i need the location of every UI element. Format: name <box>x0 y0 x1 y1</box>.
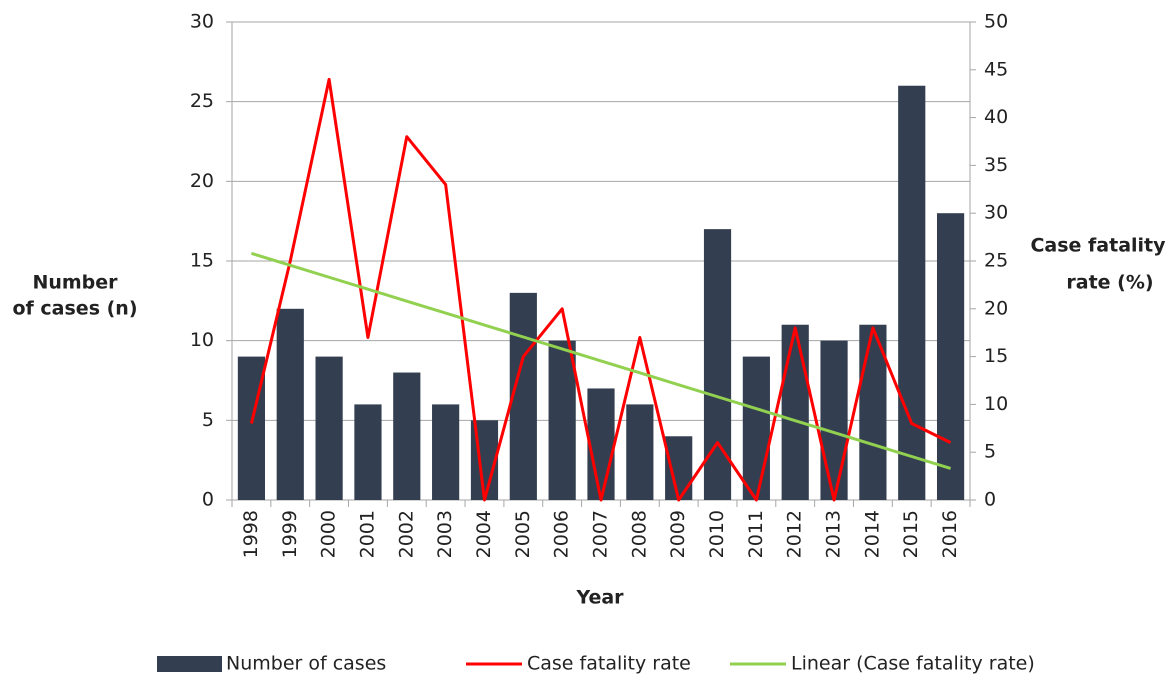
bar <box>432 404 460 500</box>
y2-axis-title: Case fatality <box>1030 235 1166 257</box>
y2-tick-label: 45 <box>984 58 1008 80</box>
bar <box>354 404 382 500</box>
y2-tick-label: 20 <box>984 297 1008 319</box>
x-tick-label: 2002 <box>395 510 417 558</box>
y-tick-label: 5 <box>202 409 214 431</box>
x-tick-label: 2012 <box>784 510 806 558</box>
y2-tick-label: 0 <box>984 489 996 511</box>
bar <box>898 85 926 500</box>
bar <box>820 340 848 500</box>
x-tick-label: 2014 <box>861 510 883 558</box>
x-tick-label: 1998 <box>240 510 262 558</box>
bar <box>626 404 654 500</box>
x-tick-label: 2011 <box>745 510 767 558</box>
y-axis-title: Number <box>32 272 118 294</box>
y-tick-label: 10 <box>190 329 214 351</box>
y2-tick-label: 15 <box>984 345 1008 367</box>
x-tick-label: 2008 <box>628 510 650 558</box>
x-tick-label: 2004 <box>473 510 495 558</box>
y2-tick-label: 5 <box>984 441 996 463</box>
y-tick-label: 20 <box>190 170 214 192</box>
x-tick-label: 2006 <box>551 510 573 558</box>
x-tick-label: 2005 <box>512 510 534 558</box>
bar <box>509 292 537 500</box>
bar <box>587 388 615 500</box>
y2-tick-label: 40 <box>984 106 1008 128</box>
legend-label: Case fatality rate <box>527 653 691 675</box>
y2-tick-label: 10 <box>984 393 1008 415</box>
x-tick-label: 2000 <box>318 510 340 558</box>
y2-axis-title: rate (%) <box>1066 272 1153 294</box>
line <box>250 251 952 470</box>
bar <box>665 436 693 500</box>
y-tick-label: 30 <box>190 11 214 33</box>
x-tick-label: 2009 <box>667 510 689 558</box>
x-axis-title: Year <box>575 587 624 609</box>
legend-label: Number of cases <box>226 653 386 675</box>
x-tick-label: 2013 <box>823 510 845 558</box>
bar <box>315 356 343 500</box>
y-tick-label: 15 <box>190 250 214 272</box>
x-tick-label: 1999 <box>279 510 301 558</box>
y2-tick-label: 25 <box>984 250 1008 272</box>
y2-tick-label: 35 <box>984 154 1008 176</box>
bar <box>703 229 732 500</box>
y2-tick-label: 30 <box>984 202 1008 224</box>
bar <box>781 324 809 500</box>
x-tick-label: 2003 <box>434 510 456 558</box>
x-tick-label: 2010 <box>706 510 728 558</box>
x-tick-label: 2001 <box>356 510 378 558</box>
y2-tick-label: 50 <box>984 11 1008 33</box>
bar <box>276 308 304 500</box>
bar <box>936 213 965 500</box>
x-tick-label: 2015 <box>900 510 922 558</box>
legend-label: Linear (Case fatality rate) <box>791 653 1035 675</box>
y-tick-label: 25 <box>190 90 214 112</box>
y-axis-title: of cases (n) <box>12 298 137 320</box>
legend-swatch <box>157 656 222 672</box>
y-tick-label: 0 <box>202 489 214 511</box>
bar <box>393 372 421 500</box>
bar <box>742 356 770 500</box>
line <box>249 77 952 502</box>
bar <box>548 340 576 500</box>
x-tick-label: 2016 <box>939 510 961 558</box>
x-tick-label: 2007 <box>590 510 612 558</box>
